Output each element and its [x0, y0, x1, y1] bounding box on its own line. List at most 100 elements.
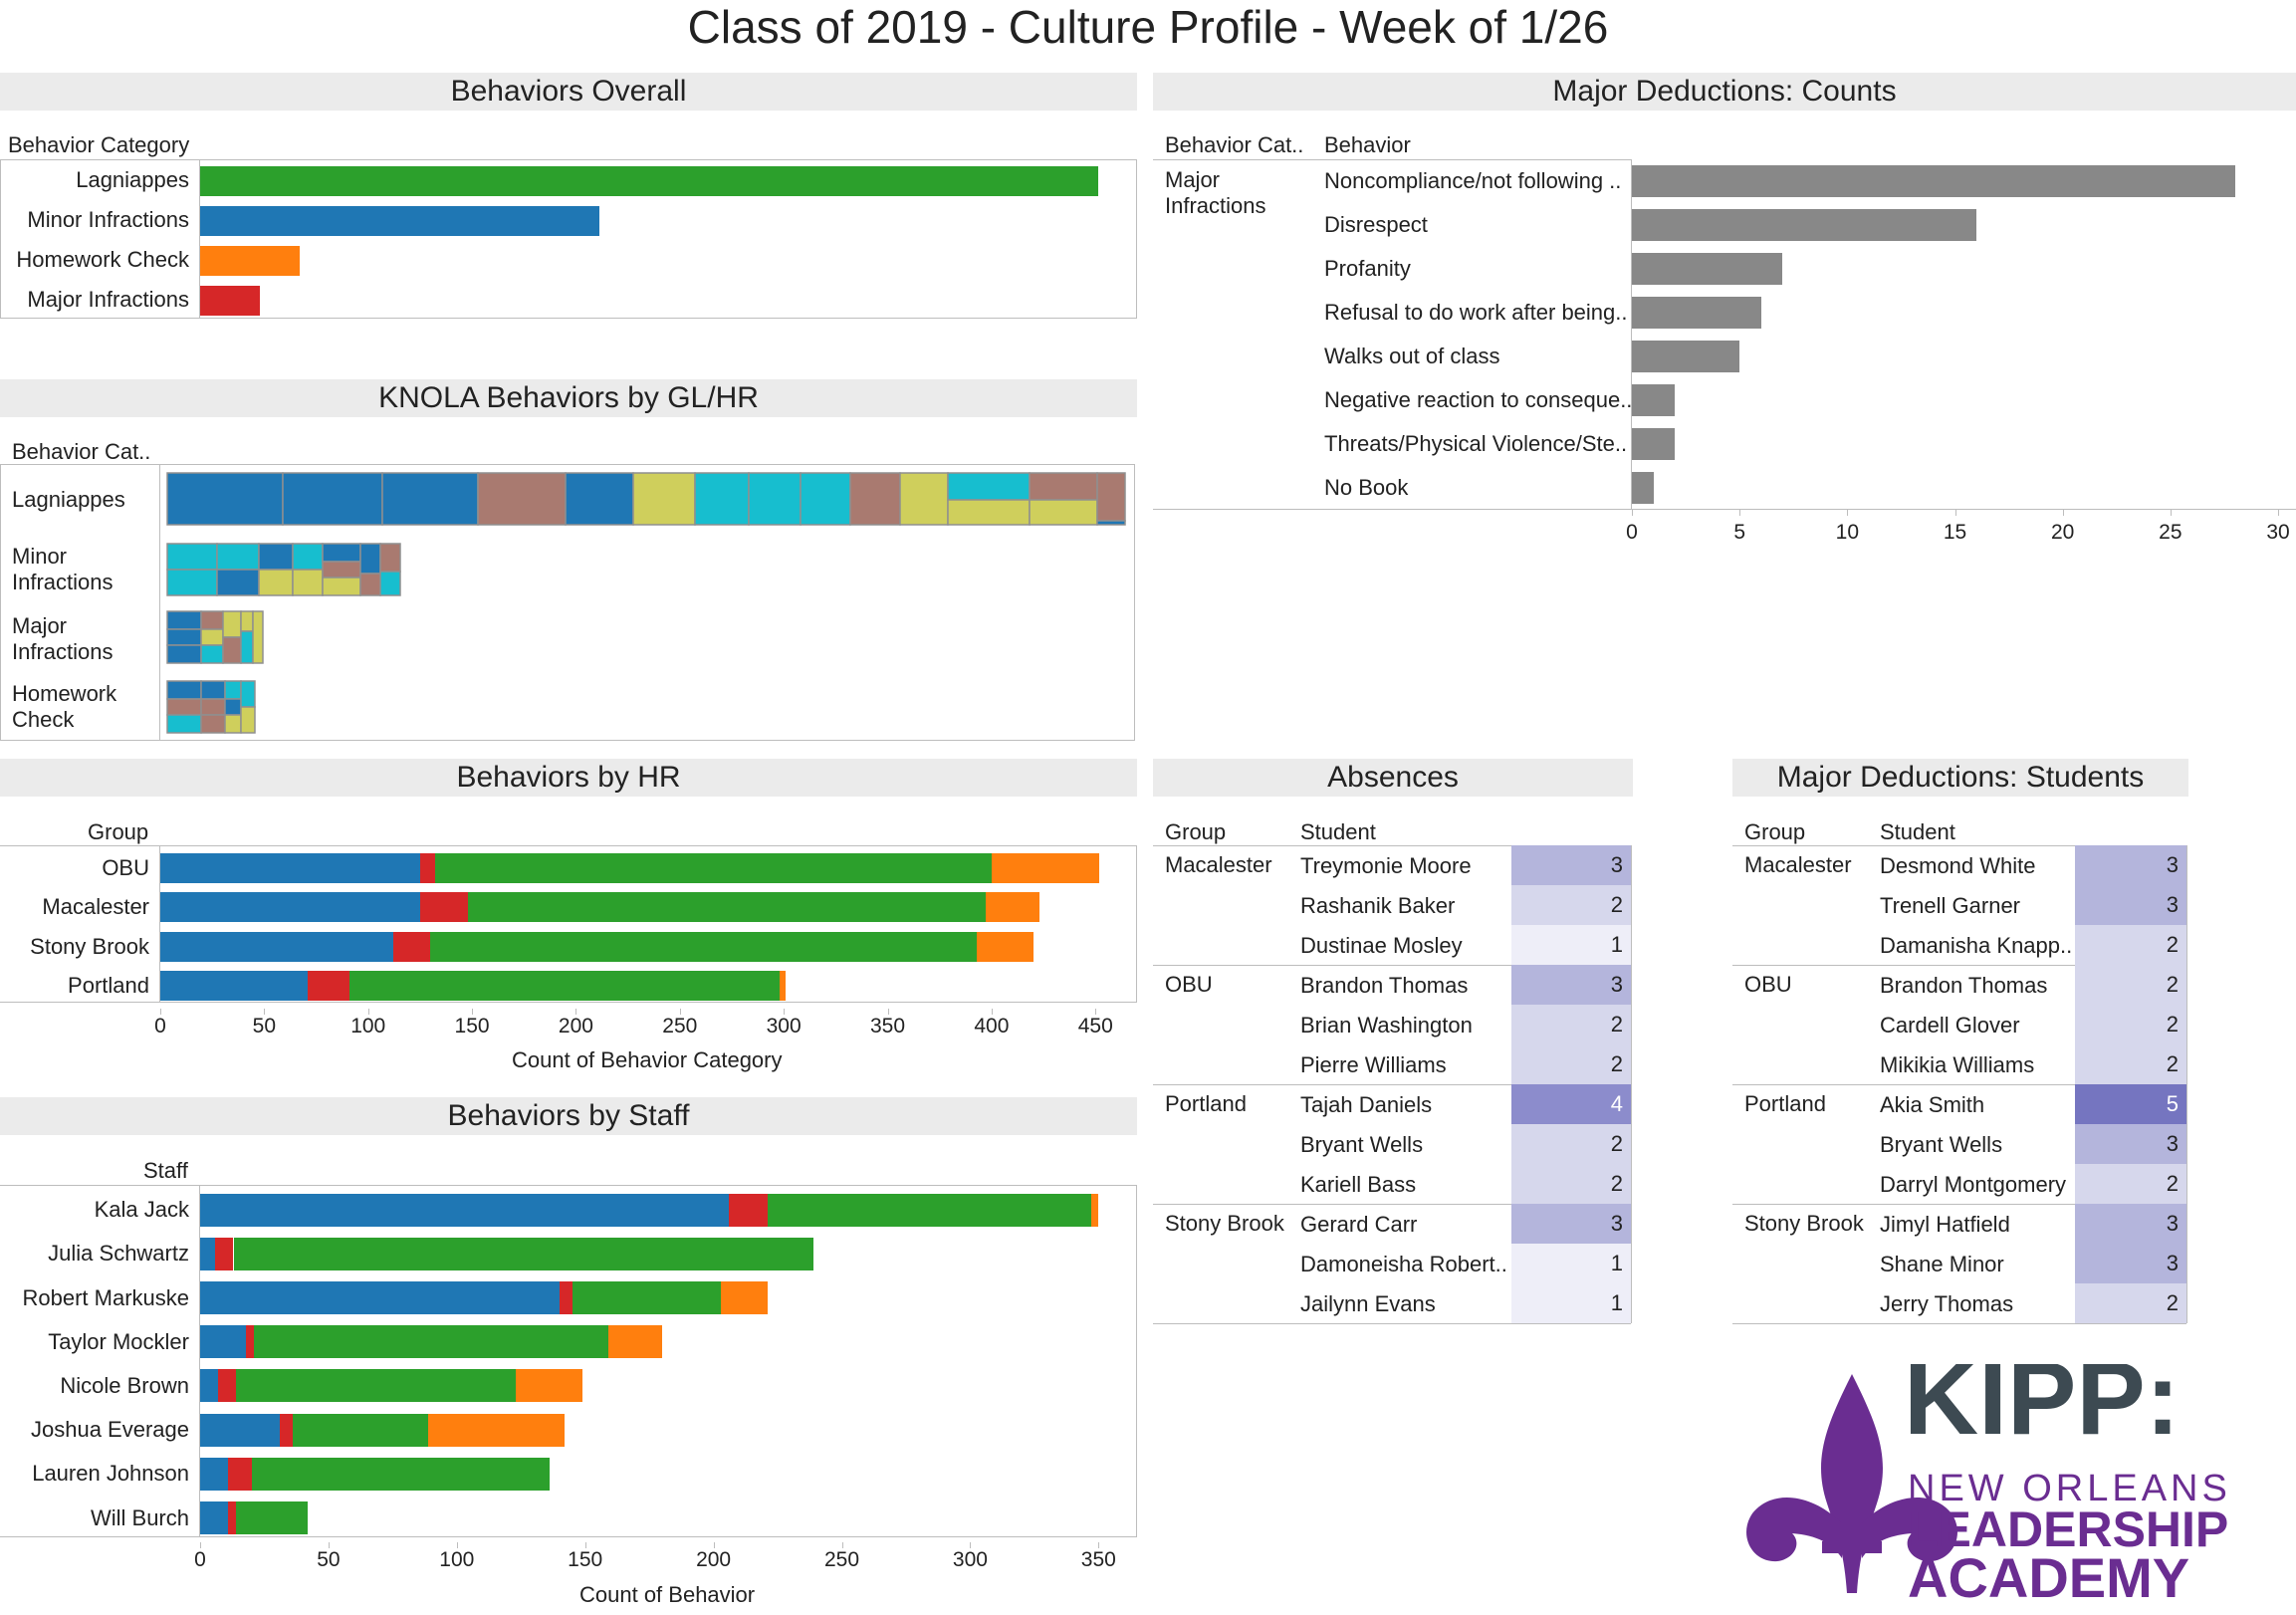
count-cell: 1 [1511, 925, 1631, 965]
student-name: Kariell Bass [1300, 1172, 1417, 1197]
knola-treemaps [166, 472, 1126, 734]
group-label: Macalester [1744, 852, 1852, 877]
x-tick-label: 350 [870, 1015, 906, 1038]
bar-segment [254, 1325, 608, 1359]
count-cell: 3 [2075, 1244, 2186, 1283]
category-label: Homework Check [16, 247, 189, 272]
group-label: Portland [1165, 1091, 1247, 1116]
x-tick-label: 350 [1080, 1548, 1116, 1571]
bar [1632, 165, 2235, 197]
bar-segment [236, 1369, 517, 1403]
bar-segment [428, 1413, 566, 1447]
x-tick-mark [2278, 510, 2279, 516]
category-label: Kala Jack [94, 1197, 189, 1223]
behaviors-staff-xlabel: Count of Behavior [579, 1582, 756, 1607]
behavior-label: Walks out of class [1324, 344, 1500, 368]
student-name: Rashanik Baker [1300, 893, 1456, 918]
count-cell: 2 [1511, 1124, 1631, 1164]
student-name: Gerard Carr [1300, 1212, 1418, 1237]
count-cell: 2 [2075, 1044, 2186, 1084]
category-label: Lagniappes [76, 167, 189, 192]
bar-segment [467, 892, 986, 923]
major-counts-top-rule [1153, 159, 1631, 160]
x-tick-label: 0 [194, 1548, 206, 1571]
count-cell: 2 [1511, 1164, 1631, 1204]
bar [1632, 297, 1761, 329]
student-name: Brandon Thomas [1300, 973, 1469, 998]
count-cell: 4 [1511, 1084, 1631, 1124]
category-label: Macalester [42, 894, 149, 920]
major-counts-bottom-rule [1153, 509, 2296, 510]
bar-segment [1090, 1193, 1099, 1227]
bar [1632, 428, 1676, 460]
bar [200, 206, 600, 236]
bar-segment [292, 1413, 429, 1447]
x-tick-mark [1954, 510, 1956, 516]
category-label: Stony Brook [30, 933, 149, 959]
bar-segment [200, 1193, 730, 1227]
category-label: Lauren Johnson [32, 1461, 189, 1487]
group-label: OBU [1744, 972, 1792, 997]
bar-segment [160, 892, 420, 923]
kipp-logo: KIPP: NEW ORLEANS LEADERSHIP ACADEMY [1746, 1364, 2228, 1609]
count-cell: 2 [1511, 1005, 1631, 1044]
major-counts-category: Major Infractions [1165, 167, 1266, 218]
behavior-label: No Book [1324, 475, 1409, 500]
logo-leadership: LEADERSHIP [1908, 1501, 2228, 1557]
count-cell: 3 [2075, 885, 2186, 925]
knola-header: Behavior Cat.. [12, 439, 151, 464]
bar-segment [419, 852, 435, 883]
table-edge [2186, 845, 2187, 1323]
category-label: Joshua Everage [31, 1417, 189, 1443]
absences-header-group: Group [1165, 819, 1227, 844]
bar [200, 246, 301, 276]
behaviors-staff-title: Behaviors by Staff [0, 1097, 1137, 1135]
group-label: Portland [1744, 1091, 1826, 1116]
x-tick-label: 150 [454, 1015, 490, 1038]
student-name: Dustinae Mosley [1300, 933, 1463, 958]
count-cell: 1 [1511, 1283, 1631, 1323]
x-tick-mark [200, 1542, 201, 1548]
group-rule [1732, 1323, 2186, 1324]
bar-segment [392, 931, 431, 962]
treemap-lagniappes [166, 472, 1126, 526]
count-cell: 5 [2075, 1084, 2186, 1124]
x-tick-label: 0 [1626, 521, 1638, 544]
behaviors-overall-header: Behavior Category [8, 132, 190, 157]
behaviors-hr-divider [159, 845, 160, 1003]
x-tick-label: 50 [252, 1015, 277, 1038]
major-counts-divider [1631, 159, 1632, 510]
x-tick-mark [1632, 510, 1633, 516]
group-label: Stony Brook [1165, 1211, 1284, 1236]
x-tick-mark [1847, 510, 1849, 516]
count-cell: 1 [1511, 1244, 1631, 1283]
x-tick-mark [456, 1542, 458, 1548]
x-tick-mark [679, 1009, 681, 1015]
category-label: OBU [102, 854, 149, 880]
bar-segment [228, 1457, 252, 1491]
student-name: Mikikia Williams [1880, 1052, 2035, 1077]
student-name: Cardell Glover [1880, 1013, 2020, 1038]
x-tick-label: 300 [952, 1548, 988, 1571]
behaviors-staff-frame [0, 1185, 1137, 1537]
category-label: Taylor Mockler [48, 1328, 189, 1354]
bar-segment [200, 1369, 219, 1403]
student-name: Brian Washington [1300, 1013, 1473, 1038]
behaviors-overall-title: Behaviors Overall [0, 73, 1137, 111]
bar-segment [516, 1369, 583, 1403]
x-tick-label: 100 [350, 1015, 386, 1038]
bar [1632, 341, 1740, 372]
behavior-label: Negative reaction to conseque.. [1324, 387, 1633, 412]
group-rule [1153, 1204, 1631, 1205]
bar-segment [200, 1501, 229, 1534]
group-label: Stony Brook [1744, 1211, 1864, 1236]
dashboard-title: Class of 2019 - Culture Profile - Week o… [687, 1, 1609, 53]
knola-frame [0, 464, 1135, 741]
group-rule [1153, 1084, 1631, 1085]
bar-segment [160, 971, 309, 1002]
student-name: Jerry Thomas [1880, 1291, 2014, 1316]
behaviors-staff-divider [199, 1185, 200, 1537]
bar-segment [200, 1413, 280, 1447]
x-tick-label: 400 [974, 1015, 1010, 1038]
x-tick-mark [887, 1009, 889, 1015]
